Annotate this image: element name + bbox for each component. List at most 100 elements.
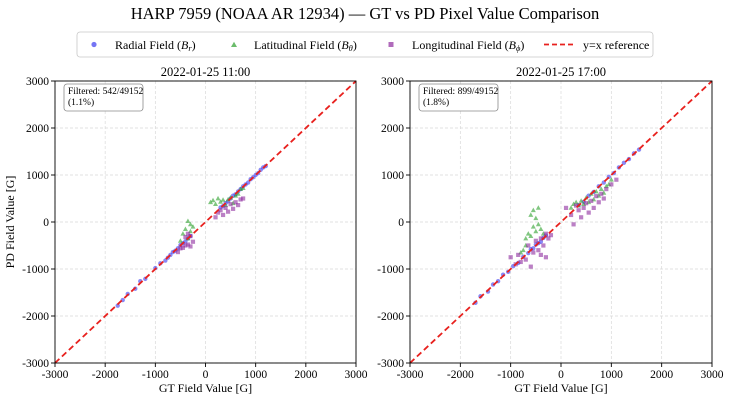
latitudinal-point [593, 188, 599, 194]
latitudinal-point [530, 207, 536, 213]
y-tick-label: 2000 [26, 123, 49, 135]
longitudinal-point [574, 203, 579, 208]
x-tick-label: 3000 [345, 369, 368, 381]
longitudinal-point [594, 194, 599, 199]
x-tick-label: -3000 [42, 369, 69, 381]
y-tick-label: 3000 [26, 76, 49, 88]
y-tick-label: -2000 [22, 311, 49, 323]
legend-label-latitudinal: Latitudinal Field (Bθ) [254, 38, 357, 53]
longitudinal-point [538, 236, 543, 241]
longitudinal-point [241, 196, 246, 201]
legend-frame [76, 31, 654, 58]
filtered-annotation-box [63, 83, 144, 112]
legend-item-latitudinal: Latitudinal Field (Bθ) [231, 38, 357, 53]
longitudinal-point [223, 205, 228, 210]
latitudinal-point [213, 201, 219, 207]
y-tick-label: 3000 [381, 76, 404, 88]
latitudinal-point [568, 205, 574, 210]
longitudinal-point [536, 248, 541, 253]
y-axis-label: PD Field Value [G] [3, 176, 17, 269]
latitudinal-point [533, 215, 539, 221]
legend: Radial Field (Br) Latitudinal Field (Bθ)… [76, 31, 654, 58]
legend-square-marker [388, 42, 394, 47]
longitudinal-point [183, 234, 188, 240]
longitudinal-point [188, 244, 193, 249]
latitudinal-point [608, 177, 614, 182]
filtered-annotation-text: (1.8%) [423, 97, 449, 108]
latitudinal-point [177, 238, 183, 243]
reference-line [409, 80, 713, 364]
latitudinal-point [218, 199, 224, 204]
y-tick-label: -1000 [22, 264, 49, 276]
longitudinal-point [599, 191, 604, 196]
x-tick-label: -2000 [447, 369, 474, 381]
longitudinal-point [523, 257, 528, 262]
longitudinal-point [233, 200, 238, 205]
longitudinal-point [508, 255, 513, 260]
longitudinal-point [579, 215, 584, 220]
legend-circle-marker [91, 41, 97, 48]
radial-point [115, 303, 120, 308]
filtered-annotation-text: Filtered: 899/49152 [423, 87, 498, 97]
latitudinal-point [210, 197, 216, 203]
latitudinal-point [538, 226, 544, 231]
longitudinal-point [228, 202, 233, 207]
latitudinal-point [528, 233, 534, 238]
y-tick-label: -3000 [377, 358, 404, 370]
longitudinal-point [236, 202, 241, 208]
x-tick-label: 2000 [650, 369, 673, 381]
x-tick-label: -2000 [92, 369, 119, 381]
latitudinal-point [520, 247, 526, 253]
filtered-annotation-text: Filtered: 542/49152 [68, 87, 143, 97]
x-tick-label: 0 [203, 369, 209, 381]
latitudinal-point [182, 226, 188, 231]
filtered-annotation-text: (1.1%) [68, 97, 94, 108]
radial-point [245, 180, 251, 185]
reference-line [54, 80, 357, 364]
longitudinal-point [596, 200, 601, 205]
longitudinal-point [533, 238, 538, 243]
latitudinal-point [533, 228, 539, 234]
longitudinal-point [546, 236, 551, 241]
y-tick-label: -1000 [377, 264, 404, 276]
x-tick-label: 2000 [294, 369, 317, 381]
legend-label-longitudinal: Longitudinal Field (Bϕ) [412, 38, 524, 53]
longitudinal-point [584, 201, 589, 206]
longitudinal-point [589, 198, 594, 203]
x-tick-label: -1000 [142, 369, 169, 381]
legend-item-reference: y=x reference [544, 38, 649, 52]
longitudinal-point [175, 249, 181, 255]
figure-title: HARP 7959 (NOAA AR 12934) — GT vs PD Pix… [131, 4, 600, 23]
longitudinal-point [563, 205, 569, 210]
longitudinal-point [230, 206, 236, 211]
longitudinal-point [190, 239, 196, 244]
x-tick-label: 3000 [701, 369, 724, 381]
longitudinal-point [586, 210, 591, 215]
longitudinal-point [178, 246, 183, 251]
latitudinal-point [525, 231, 531, 236]
latitudinal-point [208, 199, 214, 205]
longitudinal-point [614, 177, 619, 182]
longitudinal-point [218, 208, 223, 213]
latitudinal-point [598, 186, 604, 191]
longitudinal-point [531, 250, 536, 255]
longitudinal-point [516, 252, 521, 257]
y-tick-label: -3000 [22, 358, 49, 370]
x-tick-label: -3000 [397, 369, 424, 381]
latitudinal-point [187, 221, 193, 227]
y-tick-label: 2000 [381, 123, 404, 135]
left-panel: -3000 -2000 -1000 0 1000 2000 3000 3000 2000 1000… [3, 65, 368, 395]
longitudinal-point [526, 243, 531, 248]
x-tick-label: -1000 [497, 369, 524, 381]
longitudinal-point [609, 182, 614, 187]
y-tick-label: 0 [398, 217, 404, 229]
subplot-title: 2022-01-25 17:00 [516, 65, 606, 79]
longitudinal-point [238, 197, 243, 202]
longitudinal-point [183, 243, 188, 248]
x-axis-label: GT Field Value [G] [514, 381, 607, 395]
longitudinal-point [543, 231, 548, 236]
latitudinal-point [235, 191, 241, 196]
longitudinal-point [538, 252, 543, 257]
latitudinal-point [573, 199, 579, 205]
longitudinal-point [581, 205, 586, 210]
